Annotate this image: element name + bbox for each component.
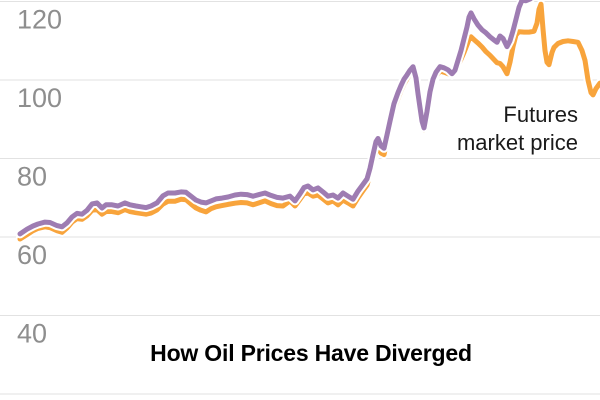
purple-series-line xyxy=(17,0,533,237)
y-axis-tick-label-40: 40 xyxy=(17,319,47,349)
series-annotation-futures-market-price: Futures market price xyxy=(457,101,578,157)
annotation-line-2: market price xyxy=(456,130,578,155)
y-axis-tick-label-60: 60 xyxy=(17,240,47,270)
y-axis-tick-label-120: 120 xyxy=(17,5,62,35)
annotation-line-1: Futures xyxy=(503,102,578,127)
chart-title: How Oil Prices Have Diverged xyxy=(150,340,472,366)
y-axis-tick-label-100: 100 xyxy=(17,83,62,113)
y-axis-tick-label-80: 80 xyxy=(17,162,47,192)
